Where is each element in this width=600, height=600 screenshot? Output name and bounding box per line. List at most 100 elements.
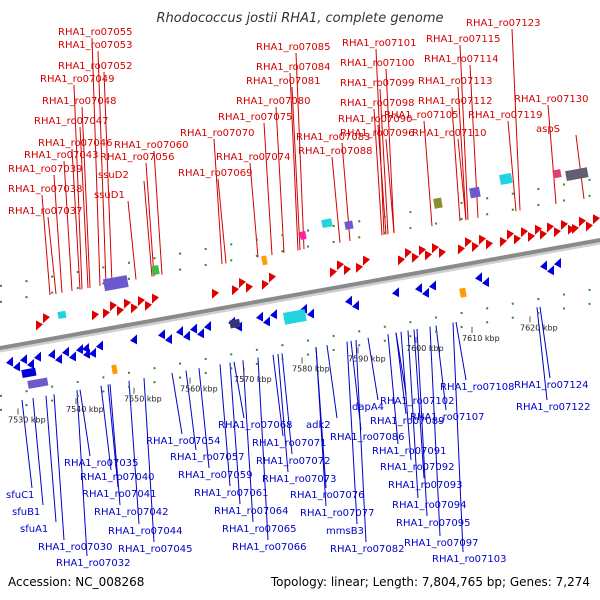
bottom-label-29: RHA1_ro07089 <box>370 416 445 427</box>
top-label-16: RHA1_ro07069 <box>178 168 253 179</box>
top-callout-28 <box>379 88 389 235</box>
top-callout-17 <box>263 122 273 256</box>
axis-tick-label-2: 7550 kbp <box>124 395 162 404</box>
bottom-callout-34 <box>416 328 428 517</box>
forward-gene-23 <box>405 248 412 259</box>
top-callout-33 <box>451 106 461 222</box>
reverse-gene-35 <box>475 272 482 283</box>
top-callout-22 <box>295 52 305 250</box>
bottom-label-35: RHA1_ro07097 <box>404 538 479 549</box>
reverse-gene-27 <box>300 303 307 314</box>
reverse-gene-38 <box>547 265 554 276</box>
top-label-4: RHA1_ro07048 <box>42 96 117 107</box>
reverse-gene-30 <box>352 300 359 311</box>
top-callout-3 <box>73 84 83 290</box>
top-callout-1 <box>97 50 107 285</box>
forward-gene-5 <box>117 305 124 316</box>
feature-block-6 <box>299 231 307 240</box>
bottom-callout-10 <box>76 390 88 557</box>
top-label-38: RHA1_ro07123 <box>466 18 541 29</box>
feature-block-15 <box>261 255 268 266</box>
top-callout-37 <box>507 120 517 212</box>
reverse-gene-20 <box>197 328 204 339</box>
feature-block-0 <box>21 367 37 378</box>
reverse-gene-17 <box>176 326 183 337</box>
bottom-callout-31 <box>400 331 412 461</box>
bottom-label-18: RHA1_ro07068 <box>218 420 293 431</box>
forward-gene-4 <box>110 301 117 312</box>
reverse-gene-24 <box>256 311 263 322</box>
top-label-32: RHA1_ro07110 <box>412 128 487 139</box>
top-label-27: RHA1_ro07098 <box>340 98 415 109</box>
reverse-gene-28 <box>307 308 314 319</box>
bottom-label-33: RHA1_ro07094 <box>392 500 467 511</box>
top-label-31: RHA1_ro07105 <box>384 110 459 121</box>
bottom-label-2: RHA1_ro07041 <box>82 489 157 500</box>
backbone <box>0 237 600 351</box>
forward-gene-8 <box>138 296 145 307</box>
reverse-gene-12 <box>89 347 96 358</box>
forward-gene-48 <box>593 214 600 225</box>
top-callout-18 <box>249 162 259 258</box>
bottom-callout-17 <box>257 357 269 541</box>
forward-gene-42 <box>554 227 561 238</box>
bottom-callout-33 <box>407 330 419 499</box>
reverse-gene-34 <box>429 280 436 291</box>
feature-block-1 <box>27 377 49 389</box>
top-label-1: RHA1_ro07053 <box>58 40 133 51</box>
reverse-gene-37 <box>540 260 547 271</box>
reverse-gene-33 <box>422 287 429 298</box>
bottom-label-28: RHA1_ro07086 <box>330 432 405 443</box>
top-label-3: RHA1_ro07049 <box>40 74 115 85</box>
forward-gene-30 <box>465 237 472 248</box>
genome-title: Rhodococcus jostii RHA1, complete genome <box>157 11 444 26</box>
top-label-36: RHA1_ro07115 <box>426 34 501 45</box>
reverse-gene-0 <box>6 356 13 367</box>
top-label-37: RHA1_ro07119 <box>468 110 543 121</box>
bottom-label-34: RHA1_ro07095 <box>396 518 471 529</box>
reverse-gene-8 <box>69 351 76 362</box>
top-callout-12 <box>127 200 137 280</box>
bottom-label-3: RHA1_ro07042 <box>94 507 169 518</box>
reverse-gene-25 <box>263 316 270 327</box>
feature-block-11 <box>499 172 513 185</box>
feature-block-17 <box>229 318 241 329</box>
top-label-35: RHA1_ro07114 <box>424 54 499 65</box>
forward-gene-2 <box>92 310 99 321</box>
reverse-gene-14 <box>130 334 137 345</box>
guide-dots-2 <box>0 287 600 397</box>
feature-block-3 <box>102 275 129 292</box>
top-label-18: RHA1_ro07074 <box>216 152 291 163</box>
forward-gene-25 <box>419 245 426 256</box>
top-callout-13 <box>153 150 163 275</box>
top-label-24: RHA1_ro07088 <box>298 146 373 157</box>
reverse-gene-29 <box>345 295 352 306</box>
genome-track <box>0 167 600 411</box>
forward-gene-19 <box>344 265 351 276</box>
bottom-label-14: RHA1_ro07061 <box>194 488 269 499</box>
bottom-label-11: RHA1_ro07054 <box>146 436 221 447</box>
forward-gene-32 <box>479 234 486 245</box>
feature-block-5 <box>282 309 307 325</box>
forward-gene-9 <box>145 300 152 311</box>
feature-block-13 <box>565 167 589 182</box>
reverse-gene-11 <box>82 342 89 353</box>
forward-gene-24 <box>412 252 419 263</box>
top-callout-21 <box>289 72 299 251</box>
bottom-label-25: mmsB3 <box>326 526 364 537</box>
bottom-callout-1 <box>100 385 112 471</box>
top-callout-38 <box>511 28 521 211</box>
bottom-callout-35 <box>429 326 441 537</box>
bottom-callout-6 <box>21 399 33 489</box>
bottom-label-38: RHA1_ro07107 <box>410 412 485 423</box>
top-label-19: RHA1_ro07080 <box>236 96 311 107</box>
bottom-label-7: sfuB1 <box>12 507 40 518</box>
reverse-gene-9 <box>76 344 83 355</box>
axis-tick-label-0: 7530 kbp <box>8 416 46 425</box>
forward-gene-17 <box>330 267 337 278</box>
forward-gene-22 <box>398 255 405 266</box>
bottom-callout-29 <box>395 332 407 415</box>
accession-text: Accession: NC_008268 <box>8 575 144 589</box>
feature-block-8 <box>344 220 354 230</box>
top-callout-31 <box>423 120 433 227</box>
